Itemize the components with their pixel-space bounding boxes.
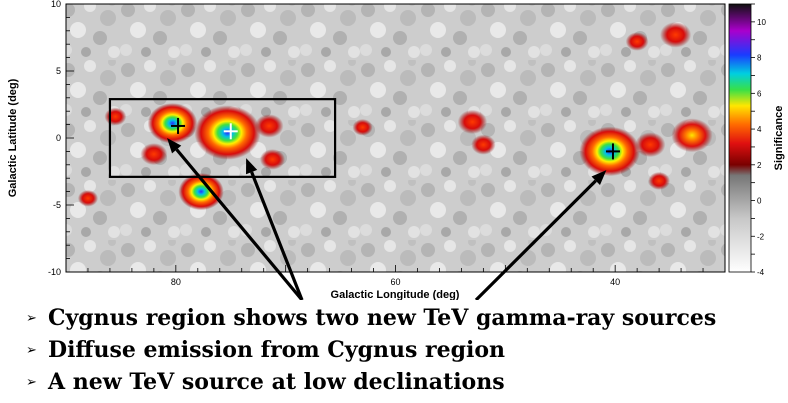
- bullet-arrow-icon: ➢: [26, 342, 37, 358]
- hotspot: [625, 32, 649, 51]
- annotation-arrow: [167, 138, 304, 300]
- annotation-arrow: [474, 170, 607, 300]
- hotspot: [77, 190, 99, 207]
- hotspot: [648, 171, 670, 190]
- annotation-arrow: [246, 158, 304, 300]
- hotspot: [254, 114, 284, 138]
- y-tick-label: 10: [51, 0, 61, 9]
- x-tick-label: 60: [390, 277, 400, 287]
- annotation-layer: [108, 98, 620, 300]
- hotspot: [259, 149, 286, 170]
- hotspot: [635, 132, 666, 158]
- x-axis-label: Galactic Longitude (deg): [331, 289, 460, 300]
- hotspot: [471, 134, 496, 155]
- bullet-arrow-icon: ➢: [26, 310, 37, 326]
- hotspot: [660, 22, 692, 48]
- hotspot: [147, 103, 198, 144]
- colorbar-tick-label: 10: [757, 18, 766, 27]
- y-tick-label: -10: [48, 267, 61, 277]
- x-tick-label: 80: [171, 277, 181, 287]
- bullet-list: ➢ Cygnus region shows two new TeV gamma-r…: [26, 302, 716, 398]
- hotspot: [194, 105, 261, 160]
- cygnus-region-box: [108, 98, 337, 178]
- x-tick-label: 40: [610, 277, 620, 287]
- y-tick-label: 0: [56, 133, 61, 143]
- colorbar-tick-label: 2: [757, 161, 762, 170]
- colorbar-tick-label: -2: [757, 232, 765, 241]
- colorbar-tick-label: 6: [757, 89, 762, 98]
- colorbar-label: Significance: [773, 106, 785, 171]
- y-axis-label: Galactic Latitude (deg): [7, 78, 19, 197]
- bullet-item: ➢ Cygnus region shows two new TeV gamma-r…: [26, 302, 716, 334]
- bullet-text: Diffuse emission from Cygnus region: [48, 337, 505, 363]
- colorbar-tick-label: 4: [757, 125, 762, 134]
- bullet-item: ➢ Diffuse emission from Cygnus region: [26, 334, 716, 366]
- hotspot: [178, 173, 224, 211]
- hotspot: [140, 143, 168, 166]
- y-axis: 10 5 0 -5 -10: [48, 0, 74, 277]
- bullet-text: Cygnus region shows two new TeV gamma-ra…: [48, 305, 717, 331]
- colorbar-scale: [728, 3, 752, 273]
- bullet-text: A new TeV source at low declinations: [48, 369, 505, 395]
- bullet-item: ➢ A new TeV source at low declinations: [26, 366, 716, 398]
- hotspot: [352, 119, 373, 136]
- colorbar-tick-label: -4: [757, 268, 765, 277]
- x-axis: 80 60 40: [65, 265, 726, 287]
- hotspot: [457, 109, 488, 134]
- hotspot: [104, 107, 127, 126]
- y-tick-label: -5: [53, 200, 61, 210]
- y-tick-label: 5: [56, 66, 61, 76]
- bullet-arrow-icon: ➢: [26, 374, 37, 390]
- hotspot: [671, 118, 713, 153]
- colorbar-tick-label: 0: [757, 197, 762, 206]
- colorbar-tick-label: 8: [757, 54, 762, 63]
- colorbar: 10 8 6 4 2 0 -2 -4: [728, 3, 766, 277]
